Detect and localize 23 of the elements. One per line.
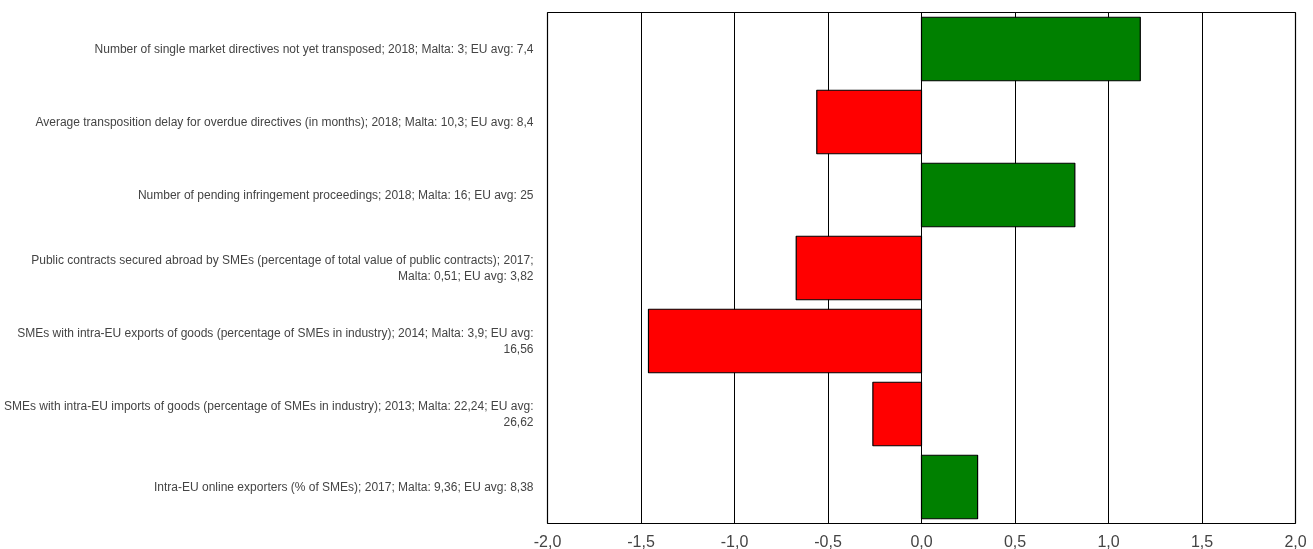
bar (872, 381, 923, 447)
bar (795, 235, 923, 301)
x-tick-label: 1,0 (1097, 532, 1120, 549)
x-tick-label: 0,5 (1003, 532, 1027, 549)
x-tick-label: 1,5 (1190, 532, 1214, 549)
y-tick-label: Number of pending infringement proceedings; 2018; Malta: 16; EU avg: 25 (137, 188, 534, 202)
bar (647, 308, 923, 374)
y-tick-label: Public contracts secured abroad by SMEs (percentage of total value of public contracts); 2017; Malta: 0,51; EU avg: 3,82 (31, 252, 534, 284)
bar (816, 89, 923, 155)
x-tick-label: -2,0 (533, 532, 562, 549)
y-tick-label: SMEs with intra-EU exports of goods (percentage of SMEs in industry); 2014; Malta: 3,9; EU avg: 16,56 (17, 325, 534, 357)
y-tick-label: Average transposition delay for overdue directives (in months); 2018; Malta: 10,3; EU avg: 8,4 (35, 115, 534, 129)
x-tick-label: 0,0 (910, 532, 933, 549)
bar (920, 162, 1076, 228)
x-tick-label: 2,0 (1284, 532, 1307, 549)
x-tick-label: -0,5 (814, 532, 842, 549)
x-tick-label: -1,0 (720, 532, 749, 549)
x-tick-label: -1,5 (627, 532, 655, 549)
bar (920, 16, 1141, 82)
y-tick-label: Intra-EU online exporters (% of SMEs); 2017; Malta: 9,36; EU avg: 8,38 (153, 480, 534, 494)
y-tick-label: Number of single market directives not yet transposed; 2018; Malta: 3; EU avg: 7,4 (94, 42, 534, 56)
bar (920, 454, 979, 520)
y-tick-label: SMEs with intra-EU imports of goods (percentage of SMEs in industry); 2013; Malta: 22,24; EU avg: 26,62 (3, 398, 534, 430)
